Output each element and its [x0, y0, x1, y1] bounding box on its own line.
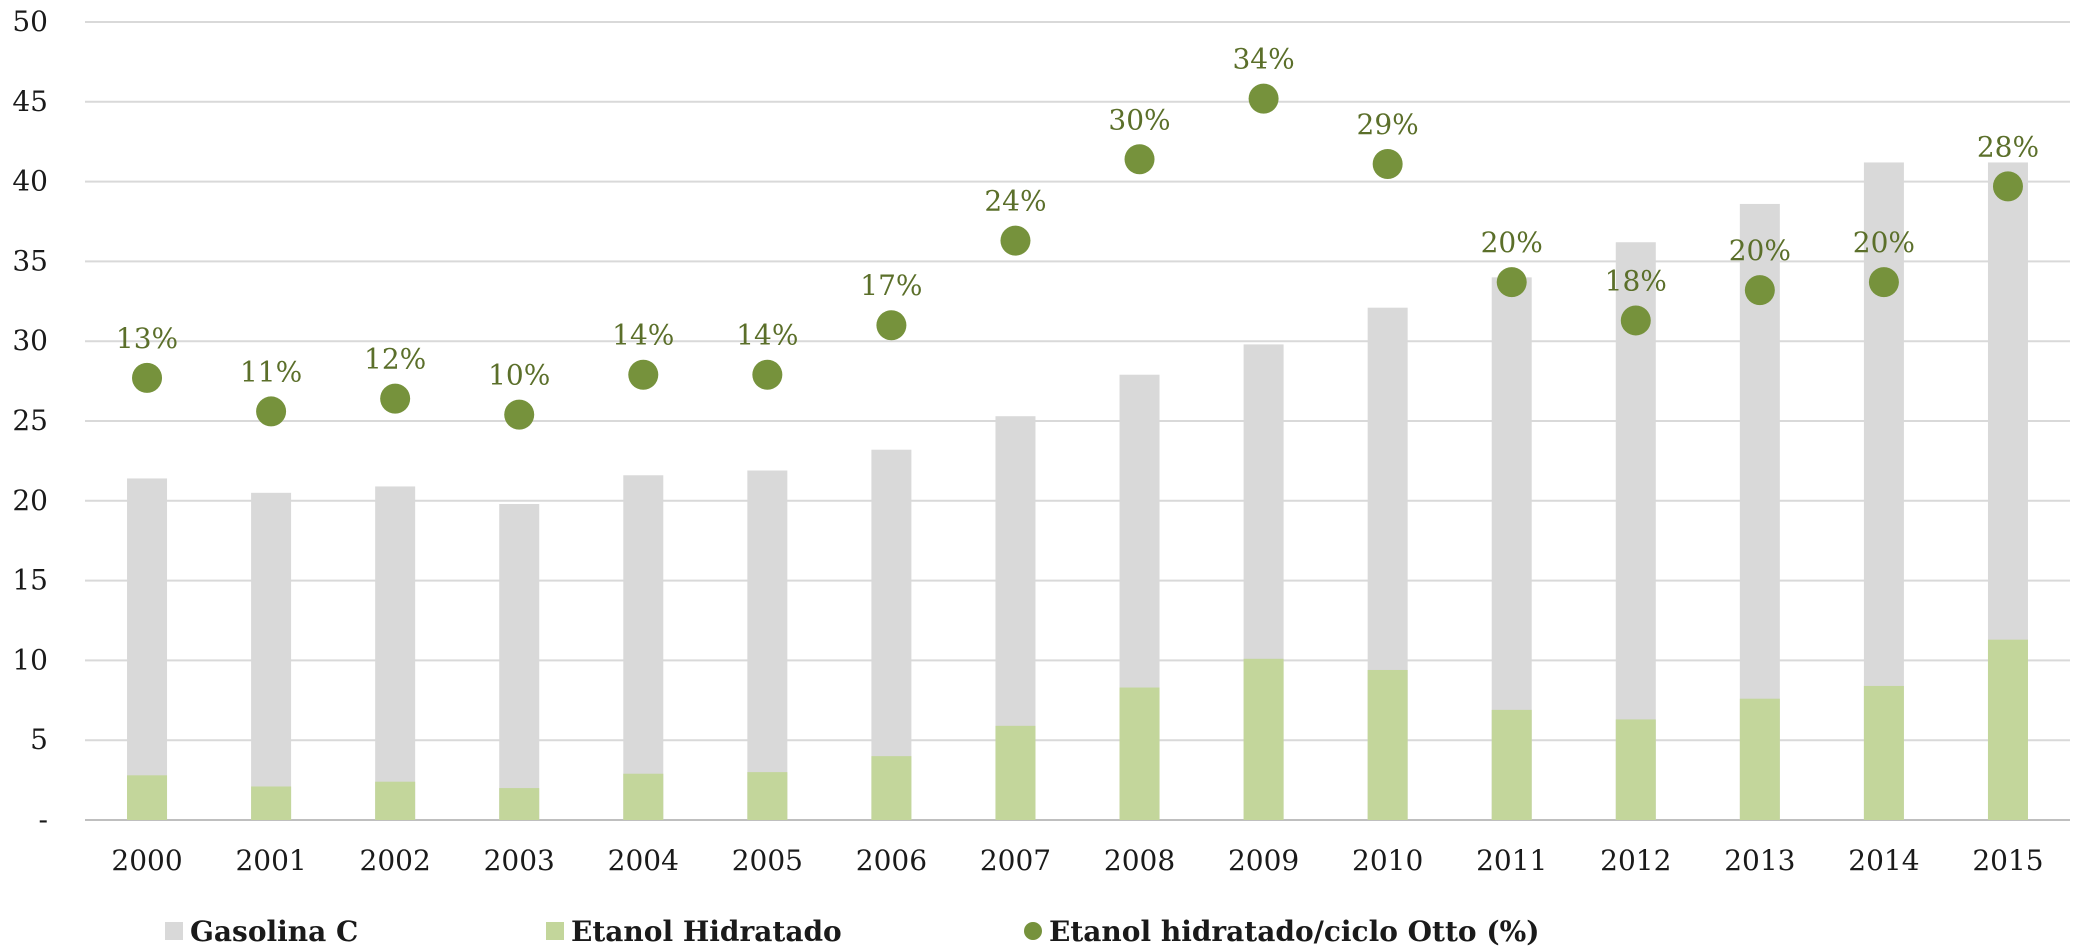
- bar-gasolina-c: [375, 486, 416, 820]
- x-tick-label: 2008: [1104, 844, 1175, 877]
- point-etanol-ciclo-otto: [876, 310, 907, 341]
- bar-etanol-hidratado: [1987, 639, 2028, 820]
- legend-marker-etanol-ciclo-otto: [1024, 922, 1042, 940]
- bar-gasolina-c: [499, 503, 540, 820]
- data-label: 12%: [364, 343, 426, 376]
- points-layer: 13% 11% 12% 10% 14% 14% 17% 24% 30% 34% 29% 20% 18% 2…: [116, 43, 2039, 430]
- point-etanol-ciclo-otto: [256, 396, 287, 427]
- data-label: 20%: [1853, 226, 1915, 259]
- bar-etanol-hidratado: [1367, 669, 1408, 820]
- bars-layer: [127, 162, 2028, 821]
- bar-etanol-hidratado: [871, 756, 912, 820]
- grid-layer: [85, 21, 2070, 821]
- data-label: 30%: [1108, 103, 1170, 136]
- data-label: 10%: [488, 359, 550, 392]
- legend: Gasolina C Etanol Hidratado Etanol hidra…: [165, 915, 1539, 948]
- point-etanol-ciclo-otto: [752, 359, 783, 390]
- point-etanol-ciclo-otto: [1744, 275, 1775, 306]
- legend-label-gasolina-c: Gasolina C: [190, 915, 358, 948]
- point-etanol-ciclo-otto: [1124, 144, 1155, 175]
- bar-gasolina-c: [127, 478, 168, 820]
- point-etanol-ciclo-otto: [1868, 267, 1899, 298]
- y-tick-label: 40: [12, 165, 48, 198]
- data-label: 29%: [1357, 108, 1419, 141]
- point-etanol-ciclo-otto: [1248, 83, 1279, 114]
- bar-gasolina-c: [623, 475, 664, 820]
- legend-label-etanol-hidratado: Etanol Hidratado: [571, 915, 842, 948]
- point-etanol-ciclo-otto: [132, 362, 163, 393]
- point-etanol-ciclo-otto: [504, 399, 535, 430]
- data-label: 11%: [240, 355, 302, 388]
- y-tick-label: -: [39, 803, 48, 836]
- x-tick-label: 2002: [360, 844, 431, 877]
- point-etanol-ciclo-otto: [380, 383, 411, 414]
- bar-etanol-hidratado: [1615, 719, 1656, 820]
- legend-swatch-gasolina-c: [165, 922, 183, 940]
- bar-etanol-hidratado: [251, 786, 292, 820]
- x-tick-label: 2012: [1600, 844, 1671, 877]
- x-tick-label: 2005: [732, 844, 803, 877]
- data-label: 14%: [736, 319, 798, 352]
- data-label: 28%: [1977, 130, 2039, 163]
- data-label: 20%: [1481, 226, 1543, 259]
- legend-swatch-etanol-hidratado: [546, 922, 564, 940]
- bar-etanol-hidratado: [995, 725, 1036, 820]
- bar-etanol-hidratado: [1491, 709, 1532, 820]
- y-tick-label: 30: [12, 324, 48, 357]
- y-tick-label: 5: [30, 723, 48, 756]
- bar-gasolina-c: [251, 492, 292, 820]
- x-tick-label: 2003: [484, 844, 555, 877]
- y-tick-label: 15: [12, 564, 48, 597]
- y-tick-label: 45: [12, 85, 48, 118]
- bar-etanol-hidratado: [375, 781, 416, 820]
- x-tick-label: 2001: [235, 844, 306, 877]
- bar-etanol-hidratado: [499, 788, 540, 820]
- data-label: 20%: [1729, 234, 1791, 267]
- point-etanol-ciclo-otto: [1992, 171, 2023, 202]
- data-label: 34%: [1232, 43, 1294, 76]
- bar-etanol-hidratado: [1119, 687, 1160, 820]
- axis-layer: - 5 10 15 20 25 30 35 40 45 50 2000 2001 2002 2003 2004…: [12, 5, 2043, 877]
- data-label: 18%: [1605, 264, 1667, 297]
- bar-etanol-hidratado: [1243, 658, 1284, 820]
- bar-etanol-hidratado: [1863, 685, 1904, 820]
- x-tick-label: 2009: [1228, 844, 1299, 877]
- x-tick-label: 2014: [1848, 844, 1919, 877]
- x-tick-label: 2000: [111, 844, 182, 877]
- y-tick-label: 20: [12, 484, 48, 517]
- y-tick-label: 25: [12, 404, 48, 437]
- x-tick-label: 2006: [856, 844, 927, 877]
- bar-etanol-hidratado: [747, 772, 788, 820]
- legend-label-etanol-ciclo-otto: Etanol hidratado/ciclo Otto (%): [1049, 915, 1539, 948]
- y-tick-label: 35: [12, 244, 48, 277]
- y-tick-label: 50: [12, 5, 48, 38]
- x-tick-label: 2011: [1476, 844, 1547, 877]
- bar-etanol-hidratado: [127, 775, 168, 820]
- data-label: 17%: [860, 269, 922, 302]
- x-tick-label: 2004: [608, 844, 679, 877]
- data-label: 24%: [984, 185, 1046, 218]
- point-etanol-ciclo-otto: [628, 359, 659, 390]
- bar-gasolina-c: [747, 470, 788, 820]
- data-label: 13%: [116, 322, 178, 355]
- point-etanol-ciclo-otto: [1000, 225, 1031, 256]
- point-etanol-ciclo-otto: [1496, 267, 1527, 298]
- point-etanol-ciclo-otto: [1372, 149, 1403, 180]
- data-label: 14%: [612, 319, 674, 352]
- bar-etanol-hidratado: [623, 773, 664, 820]
- y-tick-label: 10: [12, 643, 48, 676]
- x-tick-label: 2007: [980, 844, 1051, 877]
- x-tick-label: 2010: [1352, 844, 1423, 877]
- bar-etanol-hidratado: [1739, 698, 1780, 820]
- x-tick-label: 2013: [1724, 844, 1795, 877]
- x-tick-label: 2015: [1972, 844, 2043, 877]
- point-etanol-ciclo-otto: [1620, 305, 1651, 336]
